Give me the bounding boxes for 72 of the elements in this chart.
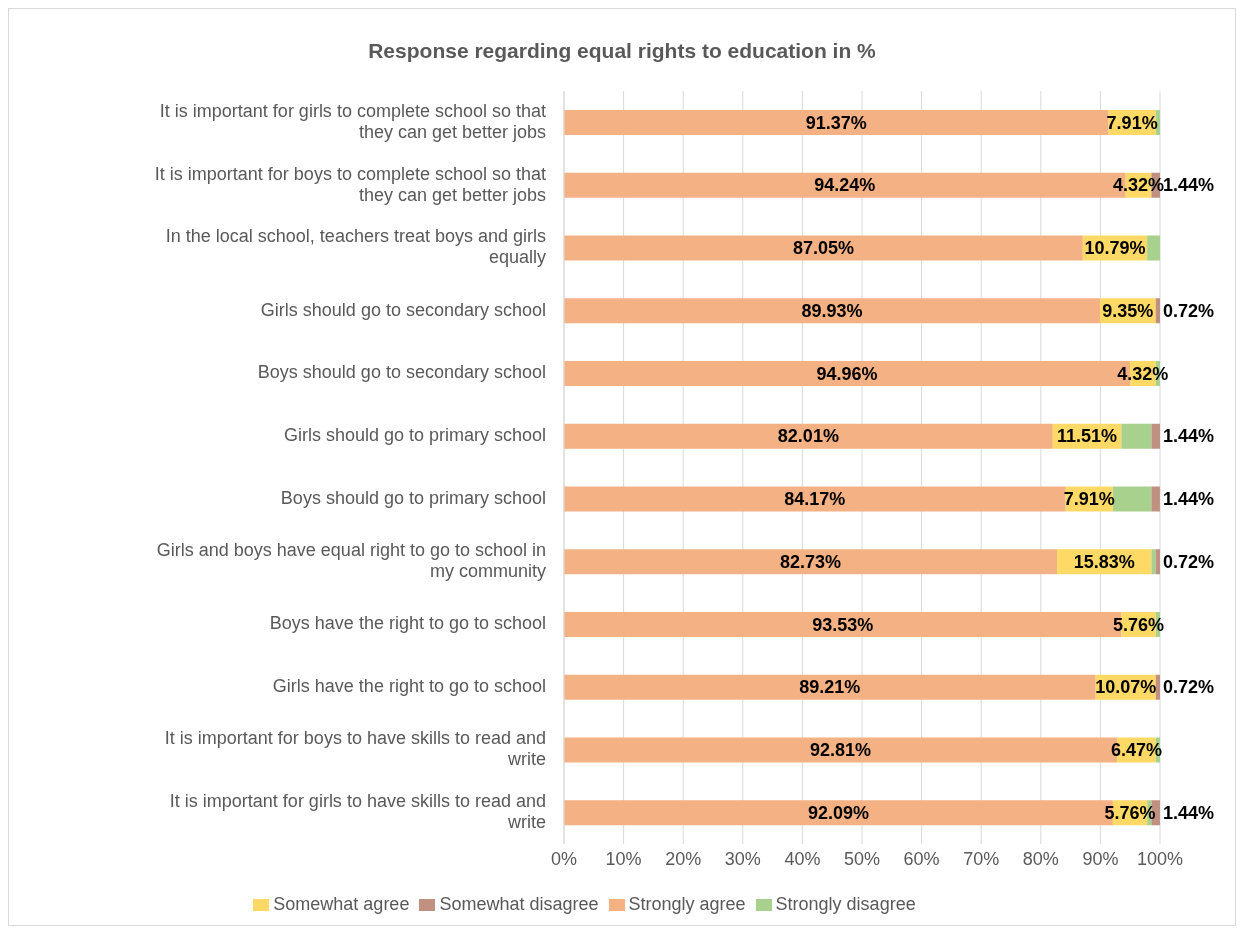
data-label: 7.91% xyxy=(1106,112,1158,133)
y-tick-label: It is important for girls to have skills to read and write xyxy=(169,790,546,832)
data-label: 92.81% xyxy=(810,740,872,760)
y-tick-label: It is important for girls to complete school so that they can get better jobs xyxy=(159,100,546,142)
bar xyxy=(564,298,1100,324)
x-tick-label: 40% xyxy=(784,848,821,869)
data-label: 0.72% xyxy=(1163,551,1215,572)
legend-label: Strongly disagree xyxy=(775,894,916,914)
x-tick-label: 20% xyxy=(665,848,702,869)
bar xyxy=(564,674,1096,700)
bar xyxy=(1151,486,1160,512)
bar xyxy=(1151,549,1156,575)
legend-label: Somewhat disagree xyxy=(439,894,599,914)
data-label: 4.32% xyxy=(1113,175,1165,196)
y-tick-label: Boys should go to secondary school xyxy=(257,362,546,383)
x-tick-label: 10% xyxy=(605,848,642,869)
x-tick-label: 90% xyxy=(1082,848,1119,869)
data-label: 94.96% xyxy=(816,363,878,384)
legend-label: Strongly agree xyxy=(628,894,746,914)
x-tick-label: 100% xyxy=(1136,848,1184,869)
data-label: 15.83% xyxy=(1073,551,1135,572)
data-label: 5.76% xyxy=(1104,802,1156,823)
data-label: 1.44% xyxy=(1163,175,1215,196)
y-tick-label: Girls should go to secondary school xyxy=(260,299,546,320)
y-tick-label: Girls and boys have equal right to go to school in my community xyxy=(156,539,546,581)
data-label: 7.91% xyxy=(1063,489,1115,509)
data-label: 0.72% xyxy=(1163,677,1215,698)
x-tick-label: 80% xyxy=(1022,848,1059,869)
y-tick-label: It is important for boys to complete school so that they can get better jobs xyxy=(154,163,546,205)
y-tick-label: Girls should go to primary school xyxy=(283,424,546,445)
bar xyxy=(1147,235,1160,261)
legend-label: Somewhat agree xyxy=(273,894,410,914)
data-label: 10.07% xyxy=(1095,677,1157,698)
bar xyxy=(564,486,1066,512)
bar xyxy=(1155,549,1160,575)
data-label: 10.79% xyxy=(1084,238,1146,258)
data-label: 93.53% xyxy=(812,614,874,635)
data-label: 89.21% xyxy=(799,677,861,698)
data-label: 1.44% xyxy=(1163,802,1215,823)
data-label: 9.35% xyxy=(1102,300,1154,321)
bar xyxy=(564,549,1058,575)
data-label: 84.17% xyxy=(784,489,846,509)
y-tick-label: In the local school, teachers treat boys and girls equally xyxy=(165,226,546,268)
data-label: 1.44% xyxy=(1163,426,1215,447)
data-label: 4.32% xyxy=(1117,363,1169,384)
data-label: 82.73% xyxy=(780,551,842,572)
x-tick-label: 70% xyxy=(963,848,1000,869)
bar xyxy=(1151,423,1160,449)
data-label: 87.05% xyxy=(792,238,854,258)
bar xyxy=(564,110,1109,135)
data-label: 82.01% xyxy=(777,426,839,447)
x-tick-label: 30% xyxy=(724,848,761,869)
data-label: 0.72% xyxy=(1163,300,1215,321)
bar xyxy=(1155,298,1160,324)
data-label: 94.24% xyxy=(814,175,876,196)
data-label: 89.93% xyxy=(801,300,863,321)
y-tick-label: Girls have the right to go to school xyxy=(272,675,546,696)
bar xyxy=(564,423,1053,449)
data-label: 91.37% xyxy=(805,112,867,133)
y-tick-label: Boys should go to primary school xyxy=(280,487,546,508)
y-tick-label: It is important for boys to have skills to read and write xyxy=(164,728,546,770)
data-label: 11.51% xyxy=(1057,426,1118,447)
y-tick-label: Boys have the right to go to school xyxy=(269,613,546,634)
bar xyxy=(1155,674,1160,700)
bar xyxy=(1121,423,1152,449)
bar xyxy=(564,235,1083,261)
x-tick-label: 0% xyxy=(550,848,578,869)
x-tick-label: 50% xyxy=(843,848,881,869)
x-tick-label: 60% xyxy=(903,848,940,869)
data-label: 92.09% xyxy=(807,802,869,823)
data-label: 1.44% xyxy=(1162,489,1214,509)
chart-title: Response regarding equal rights to education in % xyxy=(367,38,877,64)
